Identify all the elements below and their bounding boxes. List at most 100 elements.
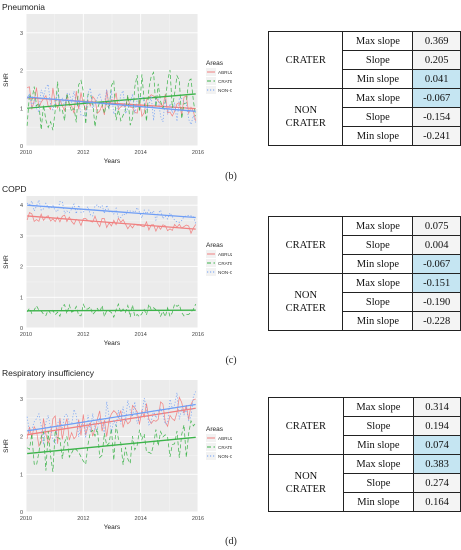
area-label: CRATER — [285, 118, 326, 129]
slope-label: Max slope — [342, 31, 414, 51]
slope-table-pneumonia: CRATER Max slope 0.369 Slope 0.205 Min slope 0… — [267, 31, 461, 146]
slope-value: 0.075 — [412, 216, 461, 236]
y-tick-label: 3 — [20, 397, 23, 403]
y-axis-label: SHR — [3, 255, 10, 269]
chart-pneumonia: Pneumonia 2010 2012 2014 2016 0 1 2 3 Years SHR Are… — [0, 0, 232, 166]
y-tick-label: 0 — [20, 510, 23, 516]
legend-title: Areas — [206, 60, 224, 67]
y-tick-label: 0 — [20, 326, 23, 332]
x-tick-label: 2016 — [192, 150, 204, 156]
table-row: Slope 0.194 — [269, 416, 461, 436]
x-axis-label: Years — [104, 524, 121, 531]
panel-label-c: (c) — [225, 355, 237, 366]
series-line — [26, 396, 196, 448]
slope-label: Slope — [342, 416, 415, 436]
slope-value: 0.383 — [413, 454, 461, 474]
slope-value: 0.205 — [412, 50, 461, 70]
legend-label: NON-CRATER — [218, 270, 232, 275]
area-label: CRATER — [285, 303, 326, 314]
slope-label: Min slope — [342, 435, 415, 455]
x-tick-label: 2012 — [77, 332, 89, 338]
table-row: NON CRATER Max slope -0.067 — [267, 88, 461, 146]
slope-label: Min slope — [342, 126, 414, 146]
table-row: Min slope -0.228 — [269, 311, 461, 331]
table-row: Slope -0.190 — [269, 292, 461, 312]
slope-label: Max slope — [342, 454, 415, 474]
slope-label: Slope — [342, 107, 414, 127]
legend-label: CRATER — [218, 79, 232, 84]
series-line — [26, 69, 197, 131]
area-label: NON — [294, 105, 318, 116]
legend-label: CRATER — [218, 261, 232, 266]
slope-table-respiratory: CRATER Max slope 0.314 Slope 0.194 Min slope 0… — [268, 397, 461, 512]
series-line — [26, 83, 197, 126]
slope-table-copd: CRATER Max slope 0.075 Slope 0.004 Min slope -… — [267, 216, 461, 331]
series-line — [26, 198, 197, 224]
slope-label: Min slope — [342, 311, 414, 331]
y-tick-label: 0 — [20, 144, 23, 150]
slope-value: -0.154 — [412, 107, 461, 127]
series-trend-line — [27, 93, 196, 109]
slope-label: Min slope — [342, 492, 415, 512]
chart-title: Pneumonia — [2, 2, 45, 12]
y-tick-label: 4 — [20, 203, 23, 209]
y-tick-label: 1 — [20, 472, 23, 478]
table-row: Min slope 0.041 — [269, 69, 461, 89]
slope-value: -0.067 — [412, 254, 461, 274]
legend-label: NON-CRATER — [218, 454, 232, 459]
area-label: NON — [294, 290, 318, 301]
x-axis-label: Years — [104, 340, 121, 347]
y-axis-label: SHR — [3, 73, 10, 87]
area-cell: CRATER — [267, 31, 344, 89]
chart-title: COPD — [2, 184, 27, 194]
x-tick-label: 2016 — [192, 516, 204, 522]
x-tick-label: 2012 — [77, 150, 89, 156]
table-row: Slope -0.154 — [269, 107, 461, 127]
legend-label: NON-CRATER — [218, 88, 232, 93]
area-cell: CRATER — [268, 397, 344, 455]
series-trend-line — [27, 403, 196, 432]
series-trend-line — [27, 436, 196, 455]
chart-copd-svg: COPD 2010 2012 2014 2016 0 1 2 3 4 Years SHR Areas AB… — [2, 184, 232, 347]
slope-value: 0.164 — [413, 492, 461, 512]
series-trend-line — [27, 96, 196, 112]
x-tick-label: 2014 — [135, 516, 147, 522]
series-line — [26, 419, 196, 472]
table-row: CRATER Max slope 0.314 — [268, 397, 461, 455]
x-tick-label: 2010 — [20, 150, 32, 156]
series-trend-line — [27, 407, 196, 436]
slope-value: -0.241 — [412, 126, 461, 146]
chart-respiratory-insufficiency: Respiratory insufficiency 2010 2012 2014 201… — [0, 366, 232, 532]
y-tick-label: 2 — [20, 435, 23, 441]
y-tick-label: 1 — [20, 295, 23, 301]
area-label: CRATER — [285, 484, 326, 495]
legend-title: Areas — [206, 426, 224, 433]
slope-value: 0.274 — [413, 473, 461, 493]
series-line — [26, 391, 197, 445]
y-tick-label: 3 — [20, 234, 23, 240]
y-tick-label: 2 — [20, 69, 23, 75]
x-tick-label: 2016 — [192, 332, 204, 338]
slope-value: 0.041 — [412, 69, 461, 89]
slope-label: Min slope — [342, 69, 414, 89]
table-row: Min slope -0.241 — [269, 126, 461, 146]
slope-value: -0.067 — [412, 88, 461, 108]
table-row: CRATER Max slope 0.369 — [267, 31, 461, 89]
chart-title: Respiratory insufficiency — [2, 368, 95, 378]
legend-label: ABRUZZO — [218, 252, 232, 257]
x-tick-label: 2010 — [20, 516, 32, 522]
series-trend-line — [27, 309, 196, 312]
series-line — [26, 86, 197, 121]
table-row: Slope 0.274 — [269, 473, 461, 493]
y-tick-label: 2 — [20, 265, 23, 271]
area-label: CRATER — [285, 239, 326, 251]
area-cell: NON CRATER — [267, 273, 344, 331]
slope-label: Max slope — [342, 88, 414, 108]
area-cell: NON CRATER — [268, 454, 344, 512]
slope-label: Max slope — [342, 216, 414, 236]
table-row: Slope 0.004 — [269, 235, 461, 255]
slope-value: 0.194 — [413, 416, 461, 436]
slope-value: 0.369 — [412, 31, 461, 51]
x-tick-label: 2012 — [77, 516, 89, 522]
legend-label: CRATER — [218, 445, 232, 450]
